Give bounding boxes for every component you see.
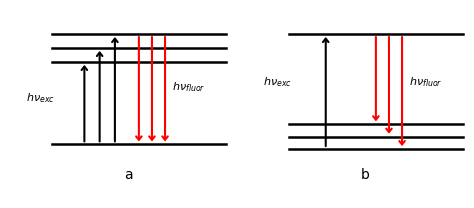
Text: h$\nu_{exc}$: h$\nu_{exc}$ xyxy=(263,75,292,89)
Text: a: a xyxy=(124,168,132,182)
Text: h$\nu_{fluor}$: h$\nu_{fluor}$ xyxy=(172,80,205,94)
Text: h$\nu_{fluor}$: h$\nu_{fluor}$ xyxy=(409,75,442,89)
Text: h$\nu_{exc}$: h$\nu_{exc}$ xyxy=(26,91,55,105)
Text: b: b xyxy=(361,168,369,182)
